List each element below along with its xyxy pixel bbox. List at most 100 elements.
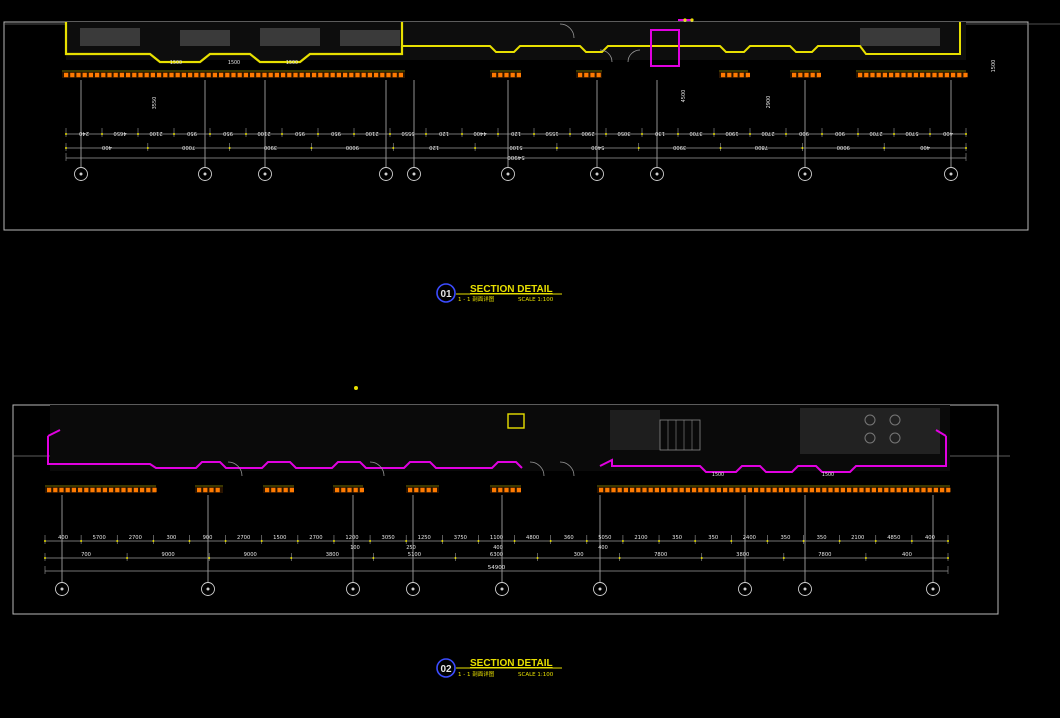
- dimension-node: [209, 133, 211, 135]
- dimension-node: [101, 133, 103, 135]
- glazing-pane: [747, 487, 752, 493]
- yellow-marker: [507, 413, 525, 429]
- dimension-value: 120: [439, 130, 449, 136]
- grid-bubble-mark: [263, 172, 267, 176]
- glazing-band: [195, 487, 223, 493]
- grid-bubble-mark: [411, 587, 415, 591]
- glazing-pane: [355, 72, 360, 78]
- glazing-pane: [65, 487, 70, 493]
- dimension-value: 9000: [244, 552, 257, 558]
- glazing-pane: [822, 487, 827, 493]
- glazing-pane: [902, 487, 907, 493]
- dimension-node: [700, 557, 703, 559]
- glazing-pane: [150, 72, 155, 78]
- grid-bubbles-02: [55, 582, 940, 596]
- dimension-value: 350: [781, 535, 791, 541]
- dimension-value: 7000: [182, 144, 195, 150]
- dimension-value: 2700: [869, 130, 882, 136]
- glazing-pane: [59, 487, 64, 493]
- floor-plan-02: [47, 386, 950, 477]
- title-block-01: 01 SECTION DETAIL 1 - 1 剖面详图 SCALE 1:100: [436, 283, 562, 303]
- glazing-pane: [870, 72, 875, 78]
- glazing-pane: [209, 487, 214, 493]
- dimension-value: 2700: [309, 535, 322, 541]
- dimension-value: 5100: [408, 552, 421, 558]
- dimension-node: [618, 557, 621, 559]
- dimension-value: 7800: [818, 552, 831, 558]
- door-swing: [529, 461, 545, 477]
- dimension-value: 300: [574, 552, 584, 558]
- dimension-node: [874, 540, 877, 542]
- glazing-pane: [504, 487, 509, 493]
- dimension-value: 350: [672, 535, 682, 541]
- section-number-circle: [436, 658, 456, 678]
- dimension-value: 130: [655, 130, 665, 136]
- glazing-pane: [864, 72, 869, 78]
- section-scale: SCALE 1:100: [518, 672, 554, 678]
- glazing-pane: [341, 487, 346, 493]
- glazing-pane: [946, 487, 951, 493]
- dimension-value: 120: [511, 130, 521, 136]
- glazing-pane: [661, 487, 666, 493]
- dimension-node: [372, 557, 375, 559]
- glazing-pane: [498, 487, 503, 493]
- glazing-pane: [617, 487, 622, 493]
- plan-label: 1500: [170, 60, 182, 66]
- dimension-value: 1550: [545, 130, 558, 136]
- glazing-pane: [432, 487, 437, 493]
- glazing-pane: [101, 72, 106, 78]
- glazing-pane: [64, 72, 69, 78]
- glazing-pane: [882, 72, 887, 78]
- glazing-pane: [324, 72, 329, 78]
- dimension-node: [290, 557, 293, 559]
- glazing-pane: [630, 487, 635, 493]
- glazing-pane: [858, 72, 863, 78]
- dimension-node: [730, 540, 733, 542]
- dimension-value: 4800: [526, 535, 539, 541]
- glazing-pane: [938, 72, 943, 78]
- dimension-node: [569, 133, 571, 135]
- glazing-pane: [667, 487, 672, 493]
- glazing-pane: [710, 487, 715, 493]
- glazing-pane: [840, 487, 845, 493]
- glazing-pane: [816, 487, 821, 493]
- dimension-node: [883, 147, 886, 149]
- glazing-pane: [599, 487, 604, 493]
- glazing-pane: [349, 72, 354, 78]
- glazing-pane: [596, 72, 601, 78]
- glazing-pane: [926, 72, 931, 78]
- dimension-value: 4400: [473, 130, 486, 136]
- dimension-node: [392, 147, 395, 149]
- side-annotation: 4500: [681, 90, 687, 103]
- glazing-pane: [510, 487, 515, 493]
- dimension-value: 7800: [654, 552, 667, 558]
- dimension-node: [605, 133, 607, 135]
- glazing-pane: [785, 487, 790, 493]
- dimension-value: 1250: [418, 535, 431, 541]
- dimension-node: [749, 133, 751, 135]
- dimension-node: [152, 540, 155, 542]
- glazing-pane: [374, 72, 379, 78]
- yellow-marker: [683, 18, 687, 22]
- dimension-value: 950: [187, 130, 197, 136]
- glazing-pane: [268, 72, 273, 78]
- glazing-pane: [287, 72, 292, 78]
- glazing-pane: [642, 487, 647, 493]
- grid-bubble-mark: [412, 172, 416, 176]
- plan-furniture: [260, 28, 320, 46]
- glazing-pane: [225, 72, 230, 78]
- glazing-pane: [90, 487, 95, 493]
- wall-outline-magenta: [47, 436, 523, 469]
- glazing-pane: [347, 487, 352, 493]
- dimension-value: 950: [295, 130, 305, 136]
- glazing-pane: [778, 487, 783, 493]
- glazing-pane: [673, 487, 678, 493]
- glazing-pane: [828, 487, 833, 493]
- dimension-node: [513, 540, 516, 542]
- wall-outline-yellow-2: [412, 22, 961, 55]
- grid-bubble-mark: [500, 587, 504, 591]
- dimension-value: 400: [902, 552, 912, 558]
- grid-bubbles-01: [74, 167, 958, 181]
- glazing-pane: [47, 487, 52, 493]
- grid-bubble-mark: [803, 587, 807, 591]
